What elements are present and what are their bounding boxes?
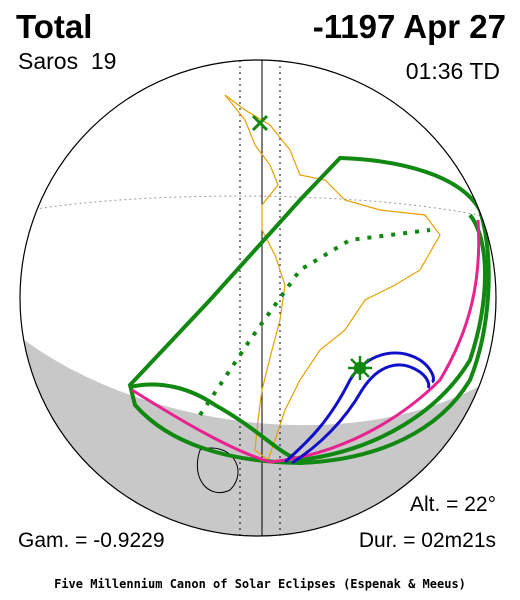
altitude: Alt. = 22° [409,493,496,516]
tropic-line [29,195,496,221]
date: -1197 Apr 27 [312,8,506,45]
credit: Five Millennium Canon of Solar Eclipses … [54,577,466,591]
penumbra-limit-south [129,213,487,463]
greatest-eclipse-marker [348,356,372,380]
title: Total [16,8,93,45]
continent-outline [224,94,441,461]
time: 01:36 TD [405,58,500,84]
antarctic-outline [196,447,239,494]
duration: Dur. = 02m21s [358,529,496,552]
penumbra-limit [127,155,491,466]
subsolar-marker [251,114,269,132]
gamma: Gam. = -0.9229 [18,529,165,552]
rise-set-curve [131,219,481,464]
globe-outline [19,59,497,537]
dotted-maximum-line [198,228,431,417]
umbral-path-south [291,363,431,465]
saros: Saros 19 [18,48,117,74]
umbral-path-north [284,351,435,464]
